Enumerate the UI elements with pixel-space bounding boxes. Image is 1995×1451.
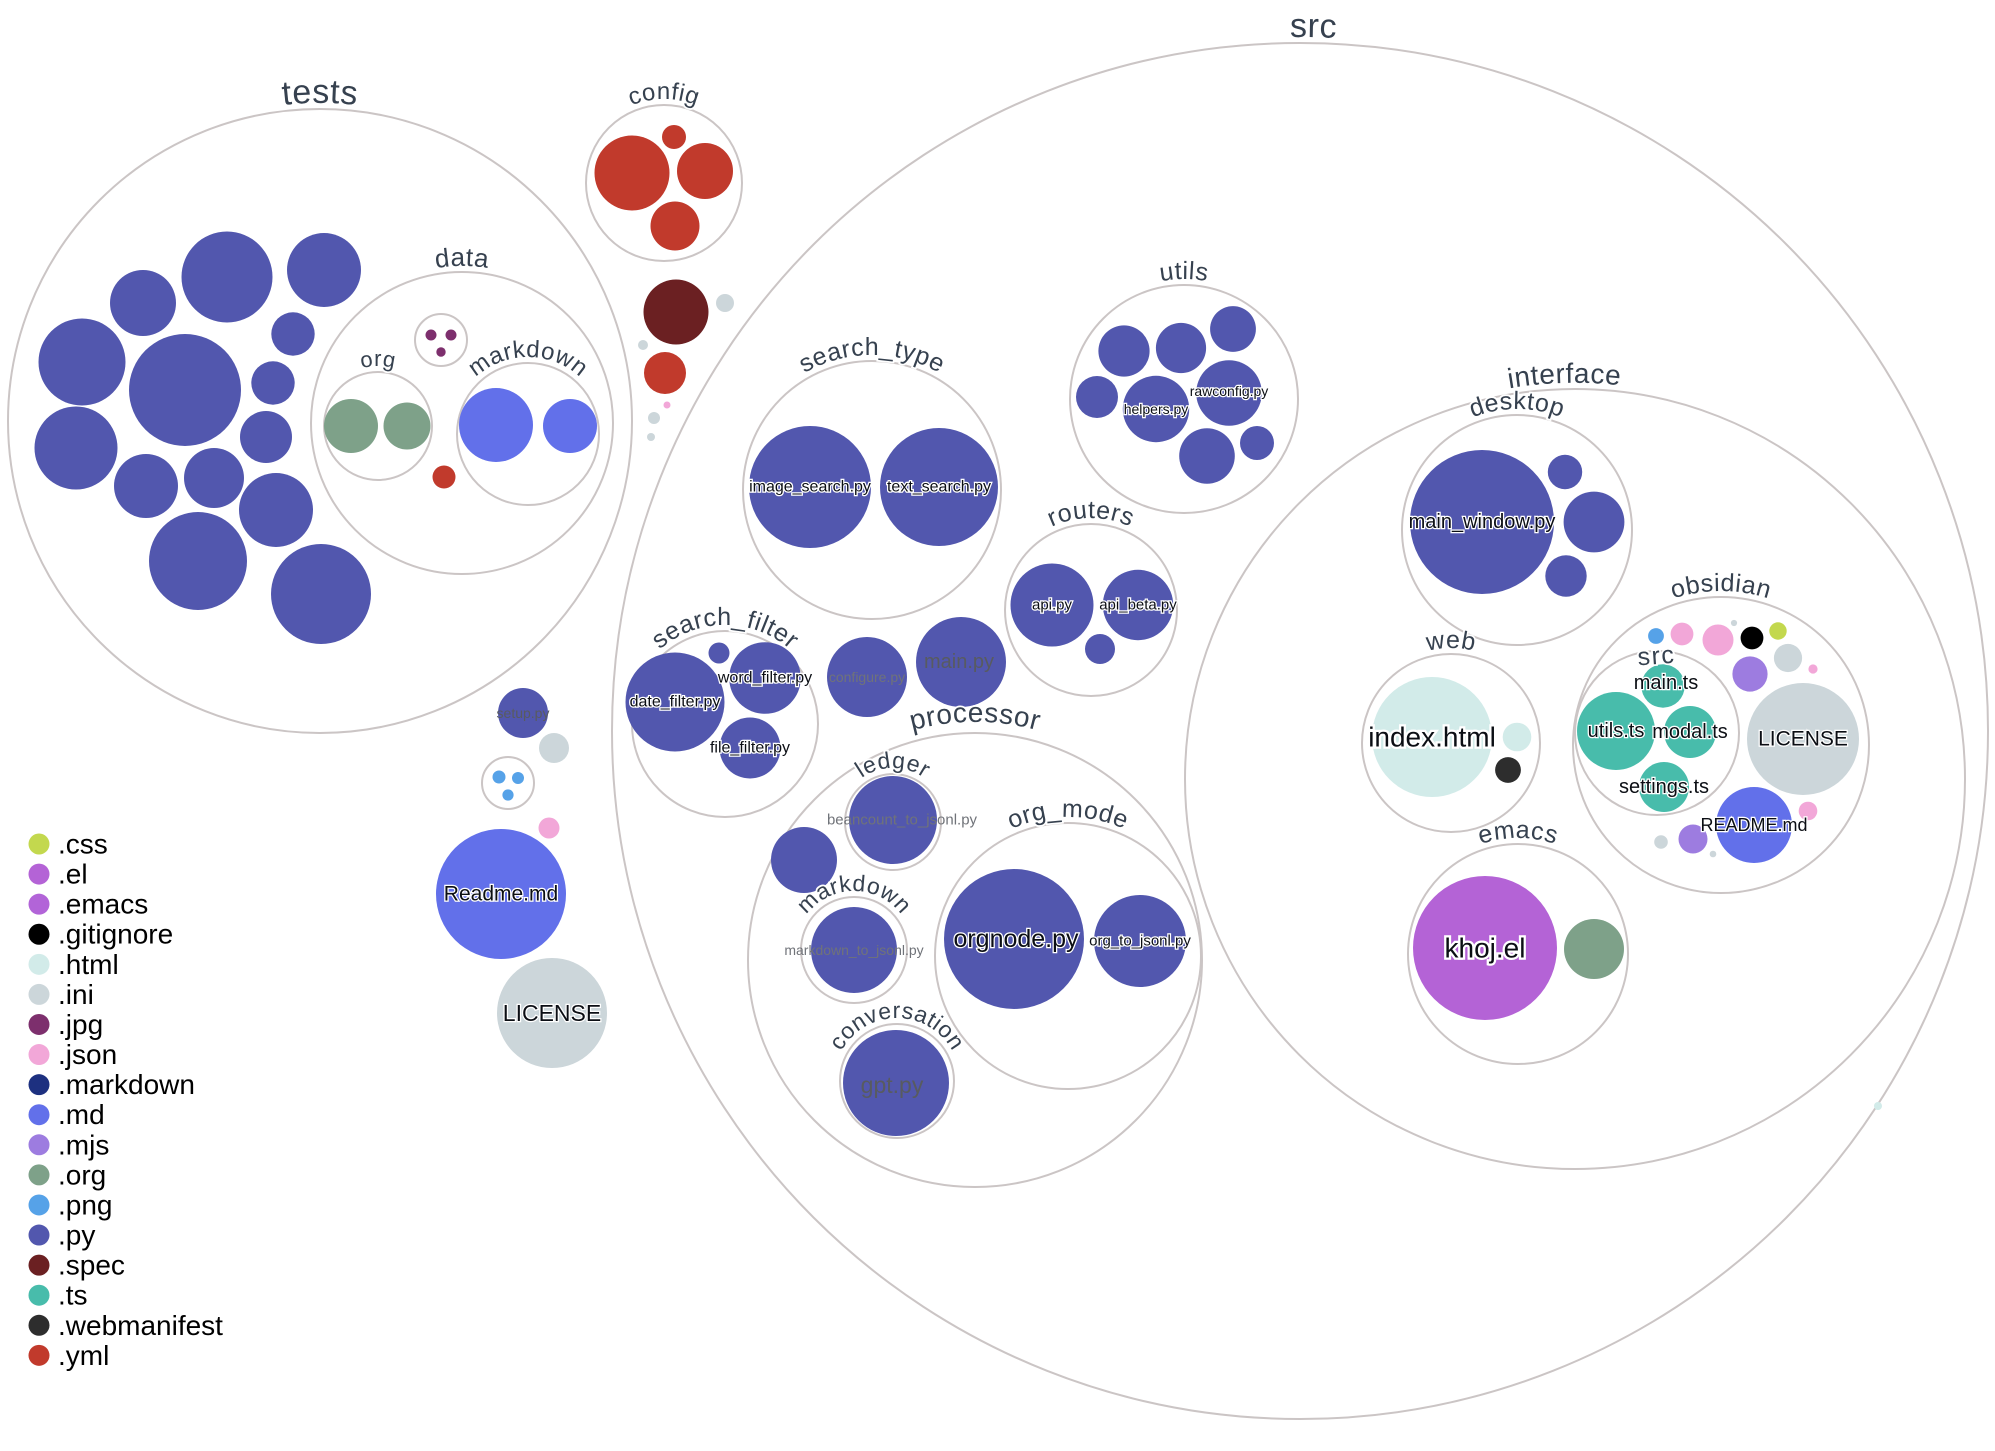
svg-text:file_filter.py: file_filter.py <box>710 740 790 757</box>
svg-text:gpt.py: gpt.py <box>861 1072 924 1098</box>
svg-text:markdown_to_jsonl.py: markdown_to_jsonl.py <box>784 942 923 958</box>
svg-text:configure.py: configure.py <box>829 669 905 685</box>
svg-text:org_to_jsonl.py: org_to_jsonl.py <box>1089 933 1191 950</box>
svg-text:data: data <box>433 242 491 274</box>
svg-text:.el: .el <box>58 859 88 890</box>
svg-text:.py: .py <box>58 1220 95 1251</box>
svg-text:khoj.el: khoj.el <box>1445 933 1526 964</box>
svg-text:index.html: index.html <box>1368 722 1496 753</box>
svg-text:.css: .css <box>58 829 108 860</box>
svg-text:LICENSE: LICENSE <box>1758 728 1848 751</box>
svg-text:src: src <box>1637 641 1677 672</box>
svg-text:.jpg: .jpg <box>58 1009 103 1040</box>
svg-text:.ini: .ini <box>58 979 94 1010</box>
svg-text:.spec: .spec <box>58 1250 125 1281</box>
svg-text:.md: .md <box>58 1099 105 1130</box>
svg-text:README.md: README.md <box>1700 815 1807 835</box>
svg-text:.json: .json <box>58 1039 117 1070</box>
svg-text:.yml: .yml <box>58 1340 109 1371</box>
svg-text:.emacs: .emacs <box>58 889 148 920</box>
svg-text:main_window.py: main_window.py <box>1409 511 1556 533</box>
svg-text:modal.ts: modal.ts <box>1652 721 1728 743</box>
svg-text:beancount_to_jsonl.py: beancount_to_jsonl.py <box>827 812 978 829</box>
svg-text:main.ts: main.ts <box>1634 672 1698 694</box>
svg-text:main.py: main.py <box>924 651 994 673</box>
svg-text:interface: interface <box>1505 358 1623 395</box>
svg-text:.png: .png <box>58 1189 113 1220</box>
svg-text:settings.ts: settings.ts <box>1619 776 1709 798</box>
svg-text:api.py: api.py <box>1032 597 1073 614</box>
svg-text:helpers.py: helpers.py <box>1124 401 1189 417</box>
svg-text:tests: tests <box>280 73 360 113</box>
svg-text:LICENSE: LICENSE <box>503 1000 601 1026</box>
svg-text:image_search.py: image_search.py <box>749 479 871 496</box>
svg-text:web: web <box>1423 626 1478 657</box>
svg-text:.gitignore: .gitignore <box>58 919 173 950</box>
svg-text:setup.py: setup.py <box>497 705 550 721</box>
svg-text:date_filter.py: date_filter.py <box>630 694 721 711</box>
svg-text:rawconfig.py: rawconfig.py <box>1190 383 1269 399</box>
svg-text:api_beta.py: api_beta.py <box>1099 597 1177 614</box>
svg-text:.ts: .ts <box>58 1280 88 1311</box>
svg-text:utils.ts: utils.ts <box>1588 720 1645 742</box>
svg-text:.markdown: .markdown <box>58 1069 195 1100</box>
svg-text:.mjs: .mjs <box>58 1129 109 1160</box>
svg-text:.webmanifest: .webmanifest <box>58 1310 223 1341</box>
svg-text:orgnode.py: orgnode.py <box>953 925 1079 953</box>
svg-text:utils: utils <box>1158 257 1211 287</box>
svg-text:org: org <box>358 346 398 373</box>
svg-text:src: src <box>1290 7 1338 46</box>
svg-text:text_search.py: text_search.py <box>887 479 991 496</box>
svg-text:Readme.md: Readme.md <box>444 883 558 906</box>
svg-text:.html: .html <box>58 949 119 980</box>
svg-text:word_filter.py: word_filter.py <box>717 670 812 687</box>
svg-text:.org: .org <box>58 1159 106 1190</box>
